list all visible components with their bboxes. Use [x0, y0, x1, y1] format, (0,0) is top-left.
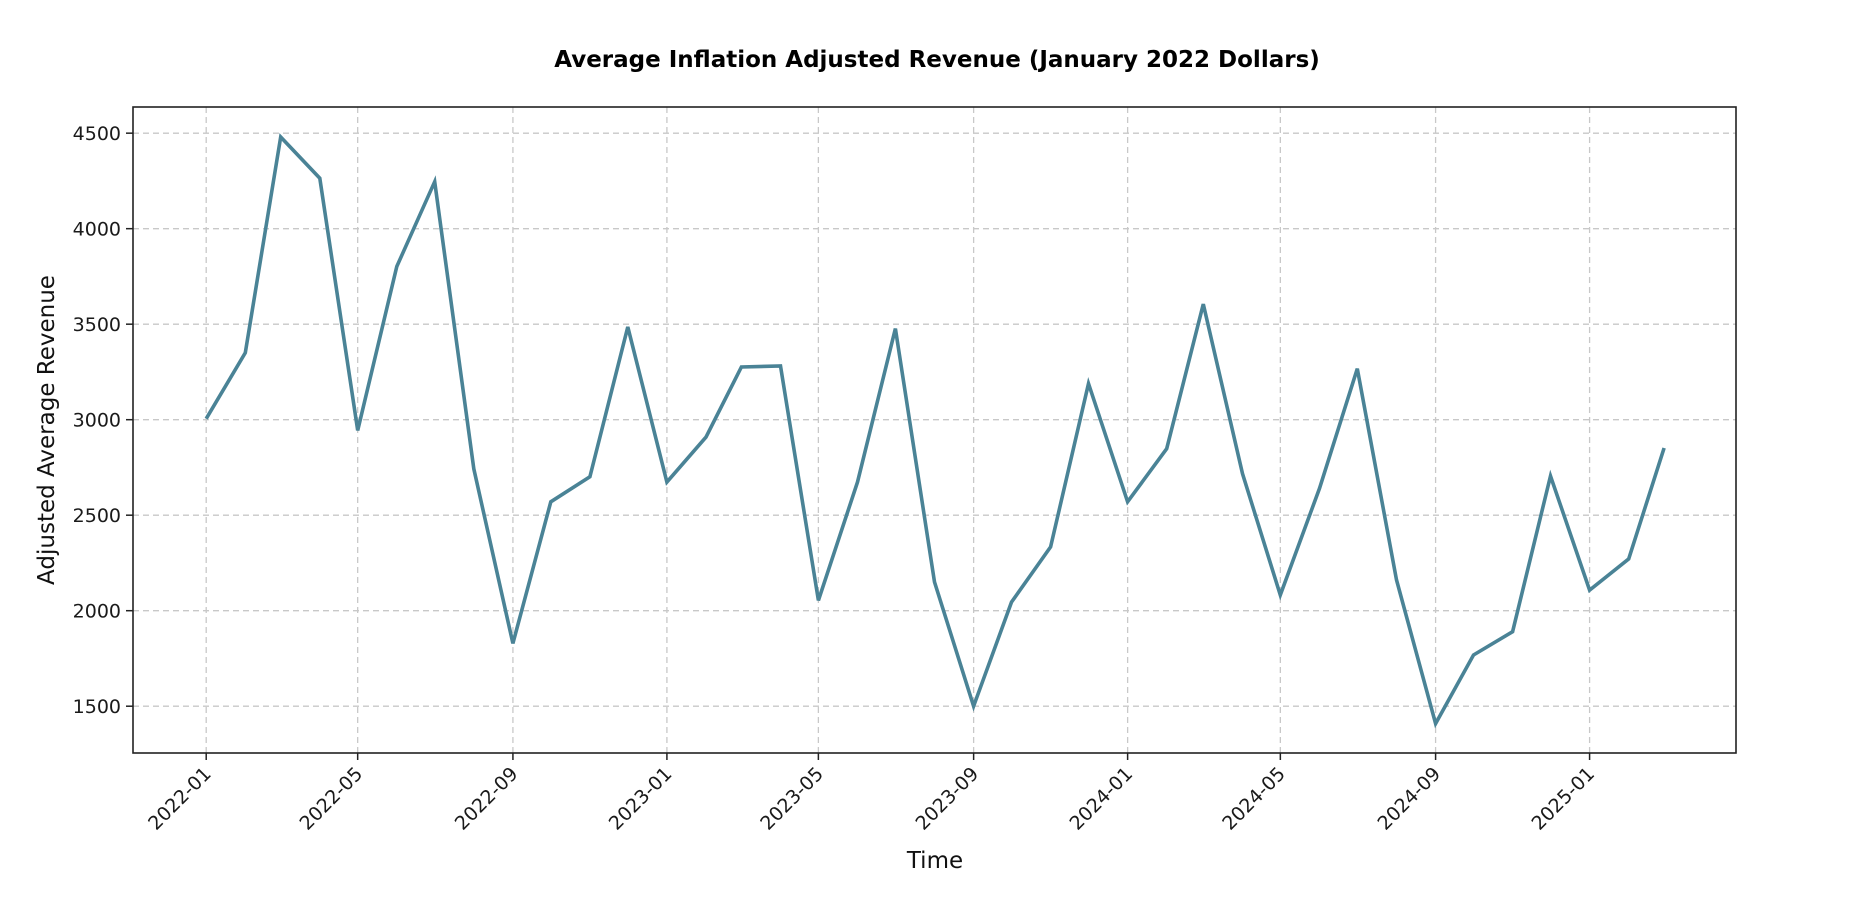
y-axis-label: Adjusted Average Revenue	[34, 275, 60, 585]
y-tick-label: 4500	[73, 123, 121, 145]
x-axis-label: Time	[906, 848, 963, 874]
series-line-0	[204, 133, 1666, 729]
plot-area-frame	[132, 106, 1737, 754]
y-tick-label: 1500	[73, 696, 121, 718]
y-tick-label: 2500	[73, 505, 121, 527]
y-tick-label: 3000	[73, 410, 121, 432]
y-tick-label: 4000	[73, 219, 121, 241]
y-tick-label: 3500	[73, 314, 121, 336]
y-tick-label: 2000	[73, 601, 121, 623]
series-layer	[204, 133, 1666, 729]
y-axis-ticks: 1500 2000 2500 3000 3500 4000 4500	[73, 123, 133, 718]
grid-lines	[133, 107, 1736, 753]
chart-title: Average Inflation Adjusted Revenue (Janu…	[554, 47, 1320, 73]
